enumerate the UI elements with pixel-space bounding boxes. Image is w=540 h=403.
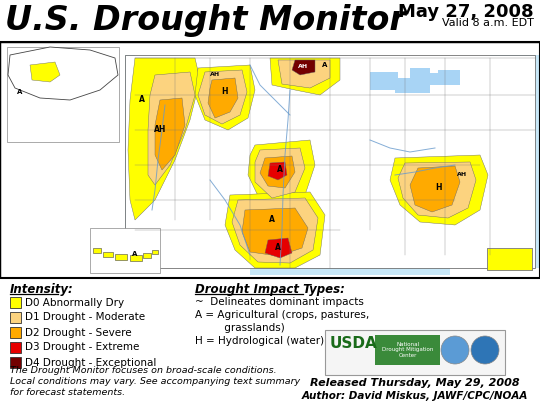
Polygon shape [278, 60, 330, 88]
Text: May 27, 2008: May 27, 2008 [399, 3, 534, 21]
Text: A: A [139, 96, 145, 104]
Polygon shape [248, 140, 315, 205]
Text: D2 Drought - Severe: D2 Drought - Severe [25, 328, 132, 337]
Text: Intensity:: Intensity: [10, 283, 74, 296]
Polygon shape [30, 62, 60, 82]
Circle shape [471, 336, 499, 364]
Polygon shape [410, 166, 460, 212]
Bar [0, 42, 540, 278]
Text: USDA: USDA [330, 336, 378, 351]
Bar [0, 0, 540, 42]
Text: A: A [269, 216, 275, 224]
Polygon shape [155, 98, 185, 170]
Polygon shape [398, 162, 476, 218]
Text: Local conditions may vary. See accompanying text summary: Local conditions may vary. See accompany… [10, 377, 300, 386]
Text: H: H [435, 183, 441, 193]
Bar [410, 68, 430, 88]
Text: D3 Drought - Extreme: D3 Drought - Extreme [25, 343, 139, 353]
Text: Released Thursday, May 29, 2008: Released Thursday, May 29, 2008 [310, 378, 520, 388]
Bar [125, 55, 135, 268]
Bar [375, 335, 440, 365]
Text: D1 Drought - Moderate: D1 Drought - Moderate [25, 312, 145, 322]
Bar [7, 47, 119, 142]
Bar [250, 235, 450, 275]
Bar [0, 278, 540, 403]
Text: A: A [277, 166, 283, 174]
Polygon shape [260, 156, 295, 188]
Text: H = Hydrological (water): H = Hydrological (water) [195, 336, 324, 346]
Bar [10, 312, 21, 323]
Bar [438, 70, 460, 85]
Polygon shape [268, 162, 287, 180]
Text: AH: AH [154, 125, 166, 135]
Text: Drought Impact Types:: Drought Impact Types: [195, 283, 345, 296]
Polygon shape [390, 155, 488, 225]
Bar [152, 250, 158, 254]
Bar [487, 248, 532, 270]
Polygon shape [265, 238, 292, 258]
Bar [125, 55, 535, 268]
Bar [325, 330, 505, 375]
Text: National
Drought Mitigation
Center: National Drought Mitigation Center [382, 342, 434, 358]
Bar [490, 55, 540, 268]
Bar [487, 248, 532, 270]
Text: D4 Drought - Exceptional: D4 Drought - Exceptional [25, 357, 157, 368]
Polygon shape [198, 70, 247, 124]
Polygon shape [195, 65, 255, 130]
Text: for forecast statements.: for forecast statements. [10, 388, 125, 397]
Polygon shape [148, 72, 195, 185]
Polygon shape [232, 198, 318, 263]
Polygon shape [128, 58, 200, 220]
Text: U.S. Drought Monitor: U.S. Drought Monitor [5, 4, 406, 37]
Text: AH: AH [210, 73, 220, 77]
Bar [425, 73, 440, 85]
Text: A = Agricultural (crops, pastures,: A = Agricultural (crops, pastures, [195, 310, 369, 320]
Text: A: A [275, 243, 281, 253]
Polygon shape [255, 148, 305, 198]
Bar [90, 228, 160, 273]
Bar [10, 327, 21, 338]
Bar [130, 255, 142, 261]
Bar [93, 248, 101, 253]
Bar [395, 78, 430, 93]
Text: AH: AH [298, 64, 308, 69]
Text: AH: AH [457, 172, 467, 177]
Text: Author: David Miskus, JAWF/CPC/NOAA: Author: David Miskus, JAWF/CPC/NOAA [302, 391, 528, 401]
Bar [10, 297, 21, 308]
Text: A: A [17, 89, 23, 95]
Polygon shape [225, 192, 325, 268]
Polygon shape [242, 208, 308, 256]
Bar [10, 357, 21, 368]
Text: D0 Abnormally Dry: D0 Abnormally Dry [25, 297, 124, 307]
Text: ~  Delineates dominant impacts: ~ Delineates dominant impacts [195, 297, 364, 307]
Polygon shape [8, 47, 118, 100]
Circle shape [441, 336, 469, 364]
Bar [0, 42, 540, 278]
Text: A: A [322, 62, 328, 68]
Bar [370, 72, 398, 90]
Bar [103, 252, 113, 257]
Bar [143, 253, 151, 258]
Bar [10, 342, 21, 353]
Polygon shape [270, 58, 340, 95]
Polygon shape [208, 78, 238, 118]
Text: grasslands): grasslands) [195, 323, 285, 333]
Text: A: A [132, 251, 138, 257]
Text: H: H [222, 87, 228, 96]
Text: The Drought Monitor focuses on broad-scale conditions.: The Drought Monitor focuses on broad-sca… [10, 366, 276, 375]
Text: Valid 8 a.m. EDT: Valid 8 a.m. EDT [442, 18, 534, 28]
Polygon shape [292, 60, 315, 75]
Bar [115, 254, 127, 260]
